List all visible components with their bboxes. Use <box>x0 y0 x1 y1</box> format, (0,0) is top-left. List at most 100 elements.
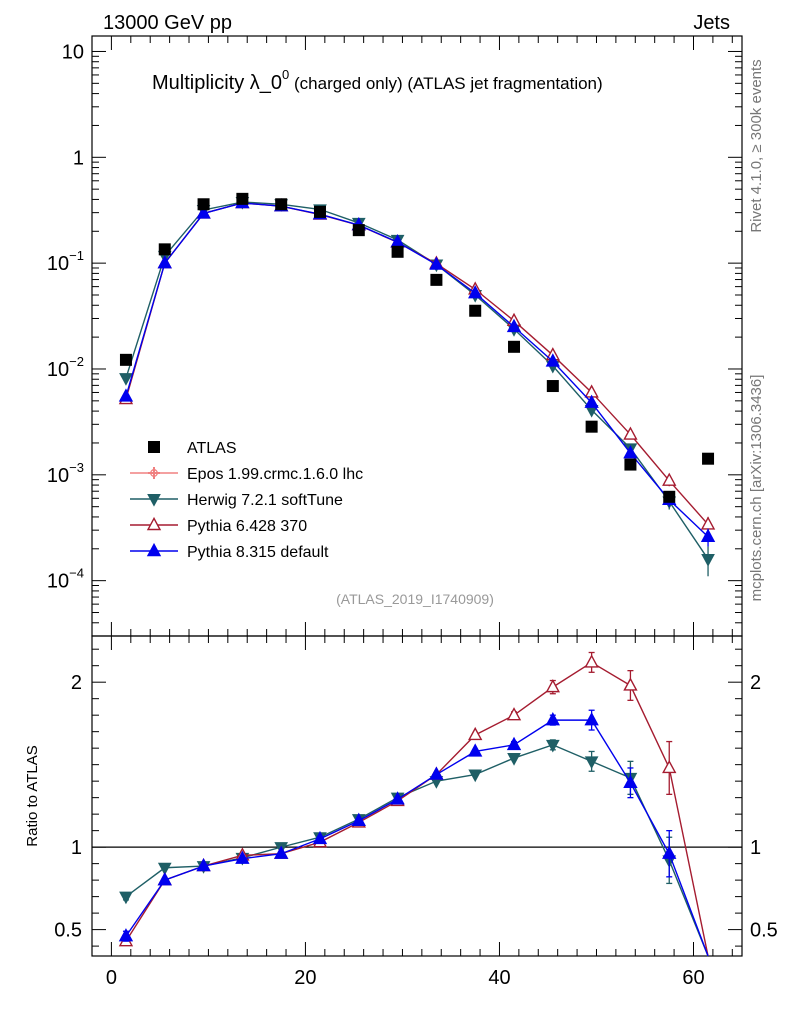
ratio-point <box>468 726 483 741</box>
x-tick-label: 60 <box>682 967 704 989</box>
mc-point <box>119 373 133 386</box>
data-point <box>663 490 676 503</box>
y-tick-exponent: −2 <box>69 354 84 369</box>
mcplots-label: mcplots.cern.ch [arXiv:1306.3436] <box>748 375 765 602</box>
y-tick-label: 10−3 <box>47 460 84 487</box>
legend-label: Epos 1.99.crmc.1.6.0 lhc <box>187 466 363 483</box>
marker-cross-ring <box>150 469 158 477</box>
mc-point <box>118 388 134 402</box>
data-point <box>624 458 637 471</box>
ratio-ylabel: Ratio to ATLAS <box>24 745 41 846</box>
plot-title: Multiplicity λ_00 (charged only) (ATLAS … <box>152 67 603 94</box>
legend-marker <box>147 494 161 507</box>
mc-point <box>623 426 638 440</box>
ratio-point <box>506 736 522 751</box>
ratio-point <box>584 654 599 668</box>
ratio-y-tick-label-right: 1 <box>750 837 761 859</box>
header-jets: Jets <box>693 12 730 34</box>
legend-label: Herwig 7.2.1 softTune <box>187 492 343 509</box>
ratio-point <box>545 712 560 726</box>
analysis-watermark: (ATLAS_2019_I1740909) <box>336 591 494 607</box>
ratio-point <box>118 928 134 942</box>
data-point <box>391 245 404 258</box>
mc-point <box>157 255 172 269</box>
rivet-label: Rivet 4.1.0, ≥ 300k events <box>748 59 765 232</box>
x-tick-label: 0 <box>106 967 117 989</box>
data-point <box>236 192 249 205</box>
data-point <box>197 198 210 211</box>
plot-title-rest: (charged only) (ATLAS jet fragmentation) <box>289 74 602 93</box>
ratio-point <box>662 845 677 859</box>
legend-label: Pythia 8.315 default <box>187 544 329 561</box>
ratio-point <box>196 858 211 872</box>
legend-marker <box>148 467 160 479</box>
legend-label: ATLAS <box>187 440 237 457</box>
legend-label: Pythia 6.428 370 <box>187 518 307 535</box>
ratio-point <box>235 850 250 864</box>
legend-marker <box>148 441 160 453</box>
x-tick-label: 20 <box>294 967 316 989</box>
y-tick-exponent: −1 <box>69 248 84 263</box>
ratio-y-tick-label: 1 <box>71 837 82 859</box>
ratio-point <box>312 830 328 845</box>
y-tick-base: 10 <box>47 465 69 487</box>
data-point <box>546 380 559 393</box>
ratio-point <box>507 753 521 766</box>
data-point <box>119 353 132 366</box>
ratio-point <box>623 677 638 691</box>
ratio-point <box>545 679 560 693</box>
series-line-4 <box>125 202 709 538</box>
plot-title-sup: 0 <box>282 67 289 82</box>
ratio-panel-frame <box>91 635 743 957</box>
y-tick-label: 10−4 <box>47 566 84 593</box>
ratio-point <box>119 891 133 905</box>
ratio-point <box>584 712 599 726</box>
ratio-point <box>390 791 405 805</box>
ratio-line-1 <box>125 661 709 957</box>
y-tick-label: 10 <box>62 41 84 63</box>
y-tick-base: 10 <box>47 253 69 275</box>
header-energy: 13000 GeV pp <box>103 12 232 34</box>
mc-point <box>506 318 522 333</box>
data-point <box>702 452 715 465</box>
mc-point <box>701 554 715 567</box>
mc-point <box>584 394 599 408</box>
ratio-point <box>623 774 638 789</box>
series-line-2 <box>125 201 709 560</box>
data-point <box>275 198 288 211</box>
ratio-point <box>157 872 172 886</box>
y-tick-base: 10 <box>47 359 69 381</box>
mc-point <box>662 472 677 486</box>
y-tick-exponent: −4 <box>69 566 84 581</box>
ratio-point <box>506 707 522 721</box>
ratio-point <box>584 756 599 770</box>
x-tick-label: 40 <box>488 967 510 989</box>
y-tick-base: 10 <box>47 571 69 593</box>
mc-point <box>545 353 560 367</box>
data-point <box>469 304 482 317</box>
ratio-y-tick-label: 2 <box>71 672 82 694</box>
mc-point <box>623 445 638 459</box>
ratio-y-tick-label: 0.5 <box>54 920 82 942</box>
ratio-point <box>429 766 444 780</box>
plot-title-main: Multiplicity λ_0 <box>152 72 282 94</box>
y-tick-label: 10−1 <box>47 248 84 275</box>
ratio-point <box>157 862 172 876</box>
legend-marker <box>146 516 162 531</box>
mc-point <box>429 256 444 270</box>
y-tick-label: 1 <box>73 147 84 169</box>
mc-point <box>468 285 483 299</box>
data-point <box>585 420 598 433</box>
mc-point <box>196 205 211 219</box>
ratio-point <box>545 739 560 753</box>
mc-point <box>700 528 716 542</box>
ratio-y-tick-label-right: 0.5 <box>750 920 778 942</box>
data-point <box>352 224 365 237</box>
data-point <box>313 205 326 218</box>
legend-marker <box>146 542 162 557</box>
ratio-point <box>468 743 483 757</box>
data-point <box>158 243 171 256</box>
ratio-point <box>274 845 289 859</box>
data-point <box>508 340 521 353</box>
